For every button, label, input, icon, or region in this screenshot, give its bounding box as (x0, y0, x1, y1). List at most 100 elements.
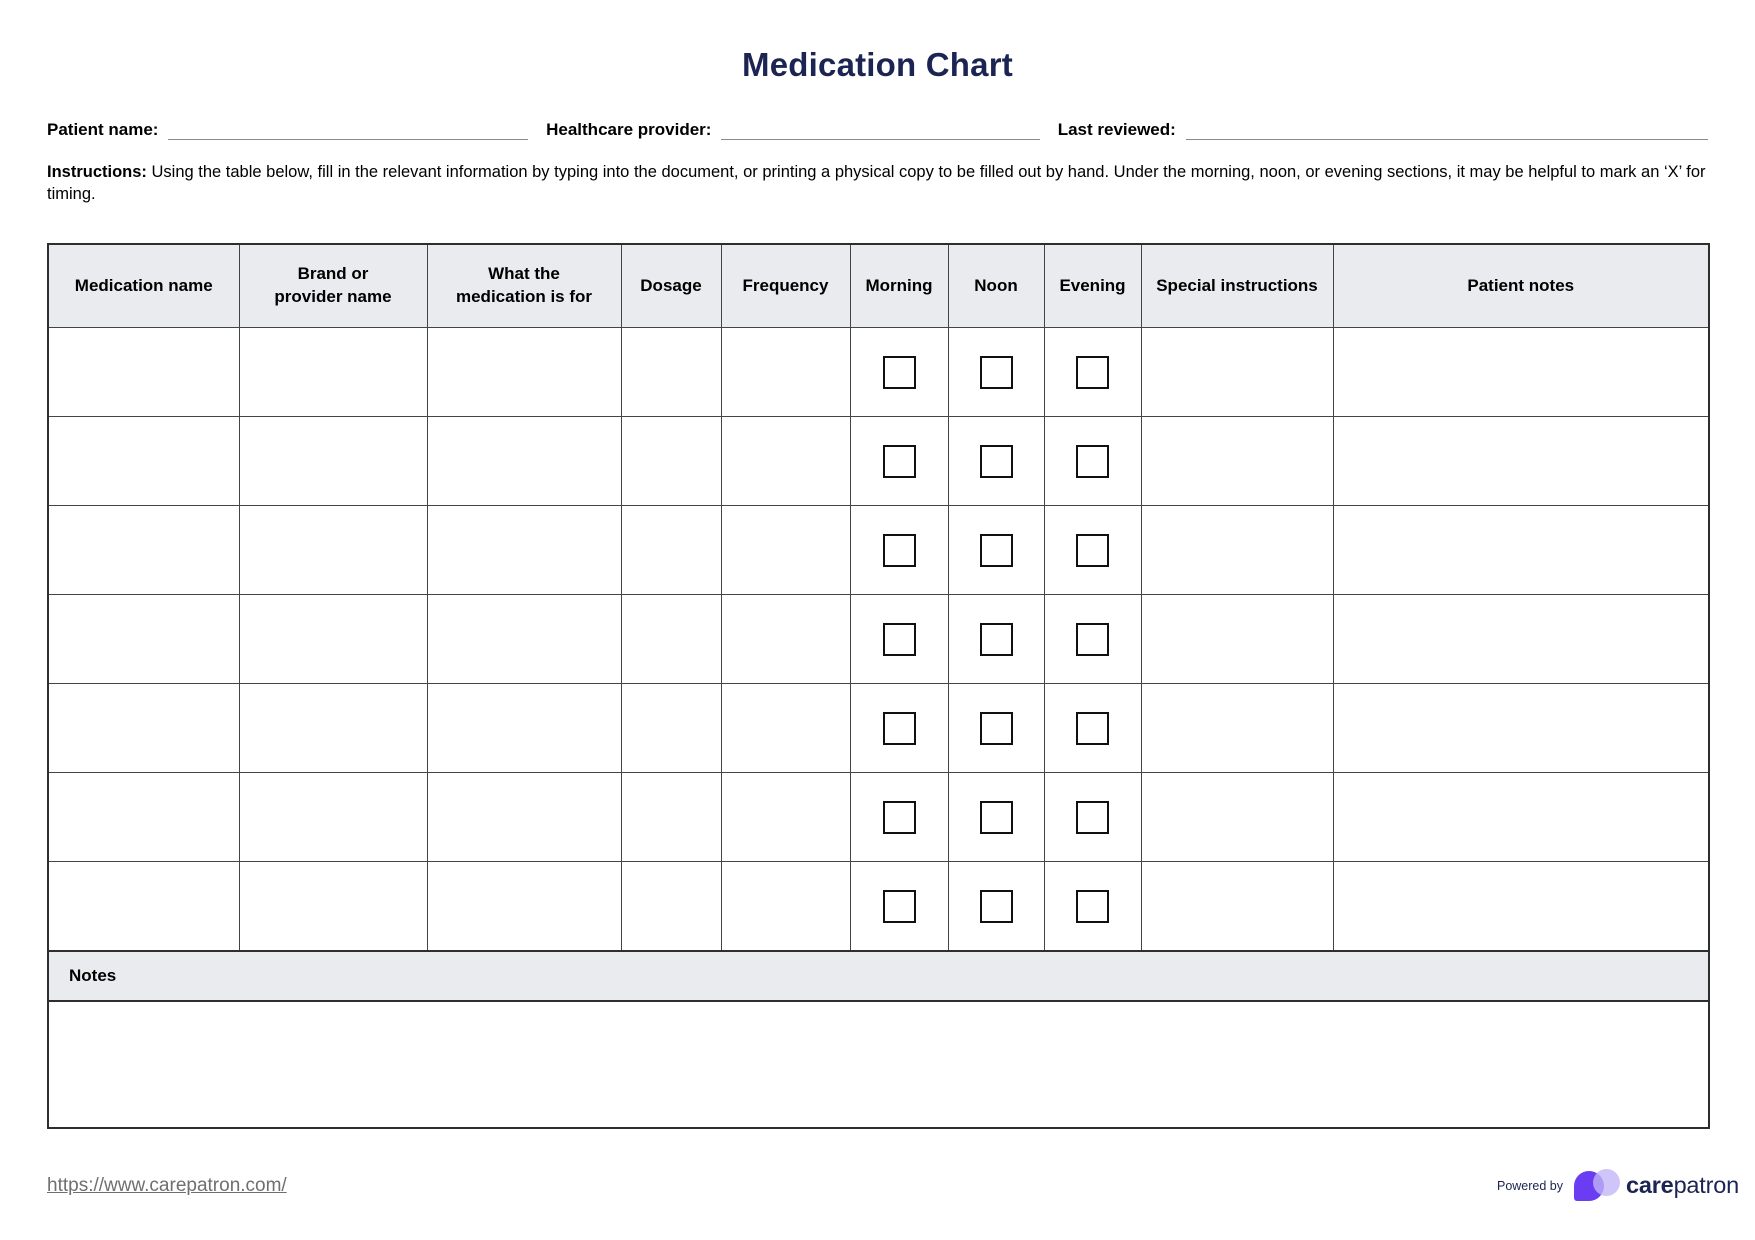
morning-checkbox[interactable] (882, 444, 916, 478)
cell-patient-notes[interactable] (1332, 772, 1710, 863)
morning-checkbox[interactable] (882, 711, 916, 745)
cell-what-medication-is-for[interactable] (426, 683, 622, 774)
cell-patient-notes[interactable] (1332, 416, 1710, 507)
patient-name-input-line[interactable] (168, 135, 529, 140)
last-reviewed-input-line[interactable] (1185, 135, 1708, 140)
healthcare-provider-input-line[interactable] (721, 135, 1040, 140)
cell-what-medication-is-for[interactable] (426, 327, 622, 418)
cell-patient-notes[interactable] (1332, 683, 1710, 774)
cell-dosage[interactable] (620, 683, 722, 774)
cell-frequency[interactable] (720, 416, 851, 507)
cell-brand-provider-name[interactable] (238, 416, 428, 507)
evening-checkbox[interactable] (1076, 533, 1109, 567)
cell-brand-provider-name[interactable] (238, 327, 428, 418)
cell-noon[interactable] (947, 594, 1045, 685)
cell-special-instructions[interactable] (1140, 861, 1334, 952)
brand-care-text: care (1626, 1172, 1674, 1199)
cell-special-instructions[interactable] (1140, 327, 1334, 418)
cell-evening[interactable] (1043, 505, 1142, 596)
cell-evening[interactable] (1043, 683, 1142, 774)
cell-what-medication-is-for[interactable] (426, 416, 622, 507)
cell-dosage[interactable] (620, 861, 722, 952)
cell-frequency[interactable] (720, 861, 851, 952)
cell-brand-provider-name[interactable] (238, 505, 428, 596)
cell-dosage[interactable] (620, 327, 722, 418)
cell-medication-name[interactable] (47, 772, 240, 863)
cell-dosage[interactable] (620, 594, 722, 685)
cell-special-instructions[interactable] (1140, 416, 1334, 507)
cell-patient-notes[interactable] (1332, 505, 1710, 596)
cell-frequency[interactable] (720, 772, 851, 863)
cell-medication-name[interactable] (47, 683, 240, 774)
evening-checkbox[interactable] (1076, 444, 1109, 478)
cell-dosage[interactable] (620, 772, 722, 863)
cell-morning[interactable] (849, 594, 949, 685)
cell-dosage[interactable] (620, 505, 722, 596)
table-row (47, 327, 1710, 418)
cell-evening[interactable] (1043, 772, 1142, 863)
cell-noon[interactable] (947, 327, 1045, 418)
evening-checkbox[interactable] (1076, 355, 1109, 389)
carepatron-link[interactable]: https://www.carepatron.com/ (47, 1174, 287, 1196)
notes-input-area[interactable] (47, 1000, 1710, 1129)
cell-what-medication-is-for[interactable] (426, 772, 622, 863)
noon-checkbox[interactable] (979, 711, 1013, 745)
cell-brand-provider-name[interactable] (238, 772, 428, 863)
cell-medication-name[interactable] (47, 327, 240, 418)
cell-brand-provider-name[interactable] (238, 683, 428, 774)
evening-checkbox[interactable] (1076, 711, 1109, 745)
cell-dosage[interactable] (620, 416, 722, 507)
cell-morning[interactable] (849, 772, 949, 863)
morning-checkbox[interactable] (882, 800, 916, 834)
cell-morning[interactable] (849, 505, 949, 596)
cell-morning[interactable] (849, 861, 949, 952)
cell-frequency[interactable] (720, 683, 851, 774)
morning-checkbox[interactable] (882, 622, 916, 656)
cell-noon[interactable] (947, 416, 1045, 507)
evening-checkbox[interactable] (1076, 889, 1109, 923)
evening-checkbox[interactable] (1076, 800, 1109, 834)
cell-special-instructions[interactable] (1140, 772, 1334, 863)
cell-frequency[interactable] (720, 505, 851, 596)
cell-evening[interactable] (1043, 416, 1142, 507)
cell-patient-notes[interactable] (1332, 594, 1710, 685)
cell-morning[interactable] (849, 416, 949, 507)
cell-frequency[interactable] (720, 327, 851, 418)
cell-brand-provider-name[interactable] (238, 861, 428, 952)
cell-what-medication-is-for[interactable] (426, 861, 622, 952)
morning-checkbox[interactable] (882, 533, 916, 567)
table-row (47, 505, 1710, 596)
cell-evening[interactable] (1043, 327, 1142, 418)
evening-checkbox[interactable] (1076, 622, 1109, 656)
cell-noon[interactable] (947, 772, 1045, 863)
noon-checkbox[interactable] (979, 533, 1013, 567)
cell-what-medication-is-for[interactable] (426, 594, 622, 685)
cell-special-instructions[interactable] (1140, 594, 1334, 685)
cell-patient-notes[interactable] (1332, 327, 1710, 418)
cell-what-medication-is-for[interactable] (426, 505, 622, 596)
cell-medication-name[interactable] (47, 861, 240, 952)
cell-noon[interactable] (947, 683, 1045, 774)
cell-medication-name[interactable] (47, 594, 240, 685)
noon-checkbox[interactable] (979, 622, 1013, 656)
cell-morning[interactable] (849, 327, 949, 418)
cell-brand-provider-name[interactable] (238, 594, 428, 685)
morning-checkbox[interactable] (882, 889, 916, 923)
cell-morning[interactable] (849, 683, 949, 774)
cell-evening[interactable] (1043, 861, 1142, 952)
noon-checkbox[interactable] (979, 355, 1013, 389)
cell-special-instructions[interactable] (1140, 683, 1334, 774)
cell-medication-name[interactable] (47, 416, 240, 507)
cell-noon[interactable] (947, 505, 1045, 596)
instructions-label: Instructions: (47, 163, 147, 181)
cell-patient-notes[interactable] (1332, 861, 1710, 952)
cell-evening[interactable] (1043, 594, 1142, 685)
cell-frequency[interactable] (720, 594, 851, 685)
noon-checkbox[interactable] (979, 889, 1013, 923)
cell-noon[interactable] (947, 861, 1045, 952)
cell-medication-name[interactable] (47, 505, 240, 596)
cell-special-instructions[interactable] (1140, 505, 1334, 596)
morning-checkbox[interactable] (882, 355, 916, 389)
noon-checkbox[interactable] (979, 800, 1013, 834)
noon-checkbox[interactable] (979, 444, 1013, 478)
